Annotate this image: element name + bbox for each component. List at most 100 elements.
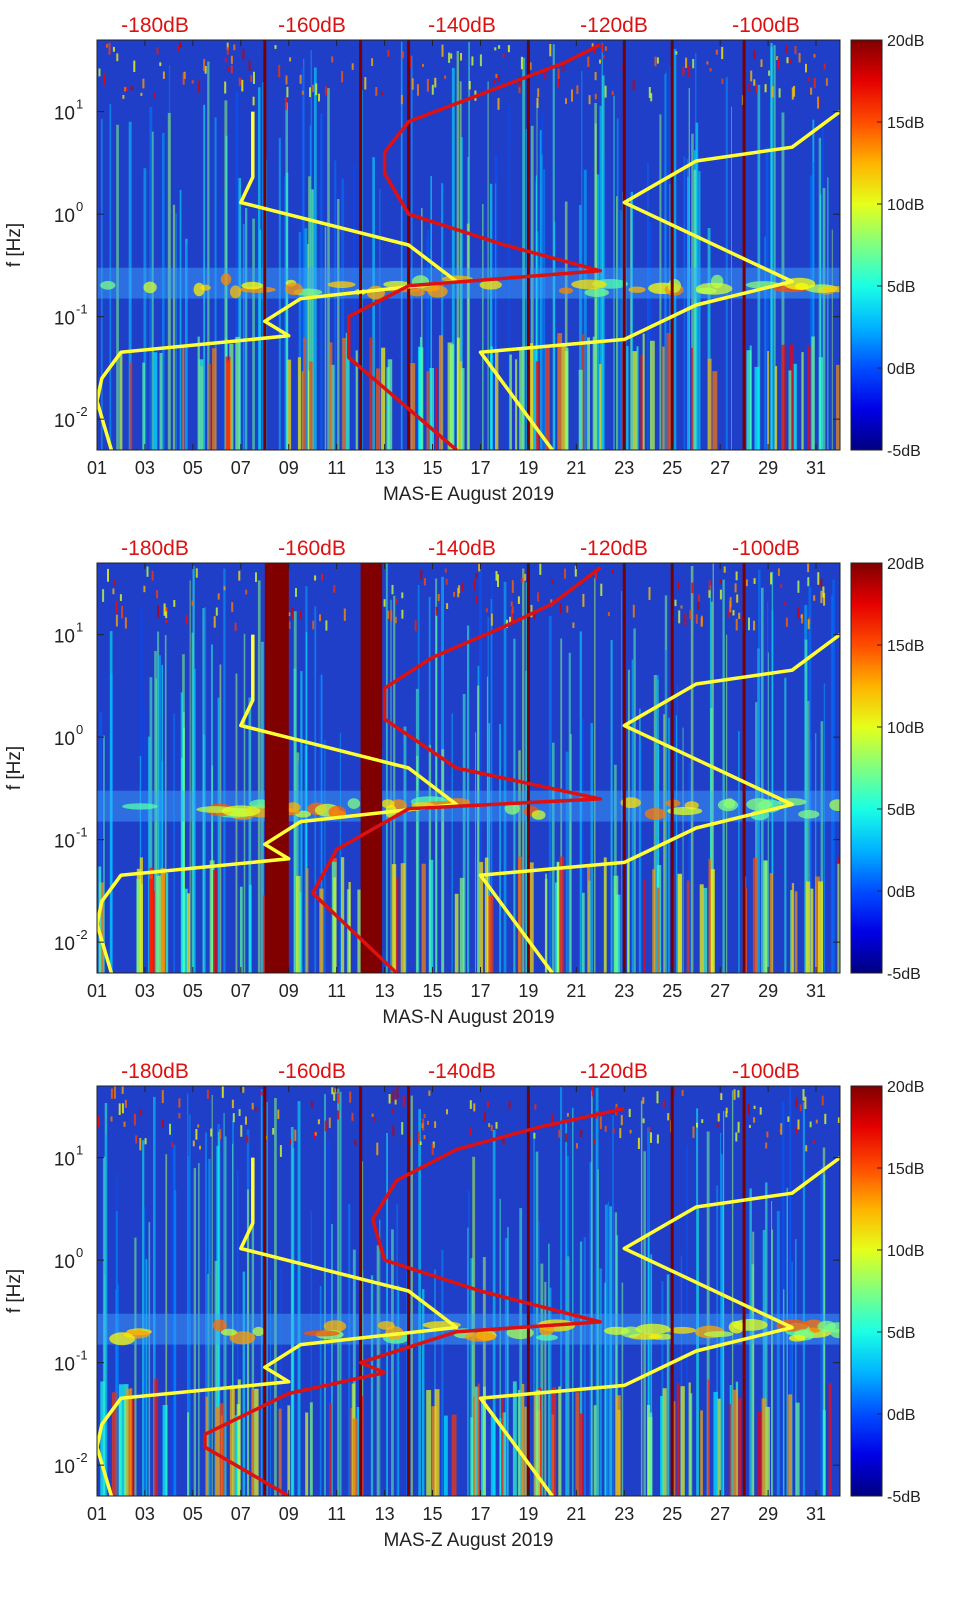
speckle: [797, 1119, 800, 1130]
streak: [822, 187, 826, 450]
speckle: [650, 1132, 652, 1143]
streak: [198, 1163, 200, 1496]
speckle: [717, 1113, 720, 1122]
speckle: [557, 68, 560, 79]
lowfreq-bar: [728, 1404, 731, 1496]
lowfreq-bar: [746, 350, 752, 450]
speckle: [695, 614, 698, 624]
lowfreq-bar: [100, 1381, 105, 1496]
lowfreq-bar: [495, 348, 499, 450]
speckle: [681, 1090, 684, 1096]
speckle: [565, 98, 567, 104]
x-tick-label: 27: [710, 1504, 730, 1524]
streak: [379, 188, 381, 450]
microseism-blob: [635, 1323, 671, 1335]
streak: [211, 1094, 213, 1496]
speckle: [234, 622, 237, 631]
streak: [400, 41, 403, 450]
streak: [540, 1263, 544, 1496]
lowfreq-bar: [278, 1408, 282, 1496]
streak: [491, 572, 493, 973]
speckle: [422, 1118, 425, 1131]
speckle: [520, 577, 523, 583]
speckle: [533, 1132, 536, 1139]
lowfreq-bar: [212, 348, 217, 450]
streak: [223, 1112, 225, 1496]
speckle: [808, 77, 811, 82]
speckle: [520, 56, 523, 70]
microseism-blob: [427, 285, 448, 298]
speckle: [391, 584, 394, 595]
streak: [581, 718, 584, 973]
lowfreq-bar: [426, 1390, 432, 1496]
speckle: [392, 1125, 395, 1137]
gap-block: [360, 563, 383, 973]
microseism-blob: [620, 1326, 642, 1338]
lowfreq-bar: [123, 1384, 129, 1496]
streak: [128, 121, 132, 450]
speckle: [770, 572, 773, 585]
x-tick-label: 25: [662, 458, 682, 478]
streak: [320, 113, 323, 450]
speckle: [178, 1098, 181, 1108]
lowfreq-bar: [794, 891, 798, 973]
colorbar-tick-label: 0dB: [887, 1407, 915, 1424]
speckle: [587, 56, 590, 67]
speckle: [720, 579, 722, 584]
streak: [710, 707, 713, 973]
streak: [788, 1086, 792, 1496]
gap-column: [742, 40, 746, 450]
lowfreq-bar: [579, 1413, 584, 1496]
speckle: [245, 589, 248, 595]
gap-column: [526, 563, 530, 973]
lowfreq-bar: [791, 883, 795, 973]
lowfreq-bar: [297, 357, 301, 450]
microseism-blob: [667, 1326, 697, 1334]
lowfreq-bar: [328, 1403, 332, 1496]
lowfreq-bar: [756, 1411, 762, 1496]
speckle: [747, 1103, 750, 1115]
speckle: [113, 1086, 116, 1099]
x-tick-label: 03: [135, 458, 155, 478]
lowfreq-bar: [557, 333, 563, 450]
speckle: [169, 1123, 171, 1135]
streak: [655, 675, 659, 973]
streak: [604, 1282, 606, 1496]
lowfreq-bar: [330, 364, 335, 450]
streak: [192, 668, 196, 973]
streak: [781, 112, 785, 450]
gap-column: [742, 1086, 746, 1496]
streak: [595, 1087, 599, 1496]
streak: [171, 1121, 174, 1496]
lowfreq-bar: [499, 1418, 503, 1496]
x-tick-label: 17: [470, 981, 490, 1001]
speckle: [805, 63, 807, 73]
streak: [456, 51, 459, 450]
microseism-blob: [798, 810, 820, 819]
speckle: [351, 63, 354, 70]
speckle: [784, 601, 787, 605]
streak: [599, 1268, 602, 1496]
speckle: [494, 47, 497, 51]
speckle: [195, 568, 198, 578]
top-axis-label: -120dB: [580, 1060, 648, 1083]
x-tick-label: 15: [423, 1504, 443, 1524]
speckle: [402, 1095, 405, 1107]
top-axis-label: -180dB: [121, 537, 189, 560]
speckle: [251, 1102, 254, 1110]
lowfreq-bar: [662, 346, 665, 450]
streak: [489, 183, 493, 450]
speckle: [495, 73, 498, 78]
speckle: [246, 1135, 249, 1143]
speckle: [648, 87, 651, 98]
speckle: [315, 83, 318, 96]
speckle: [102, 589, 105, 602]
speckle: [289, 57, 292, 62]
speckle: [510, 609, 513, 622]
speckle: [716, 1124, 719, 1128]
lowfreq-bar: [677, 874, 682, 973]
streak: [631, 659, 634, 973]
x-tick-label: 23: [614, 458, 634, 478]
y-tick-label: 10: [54, 1150, 75, 1171]
